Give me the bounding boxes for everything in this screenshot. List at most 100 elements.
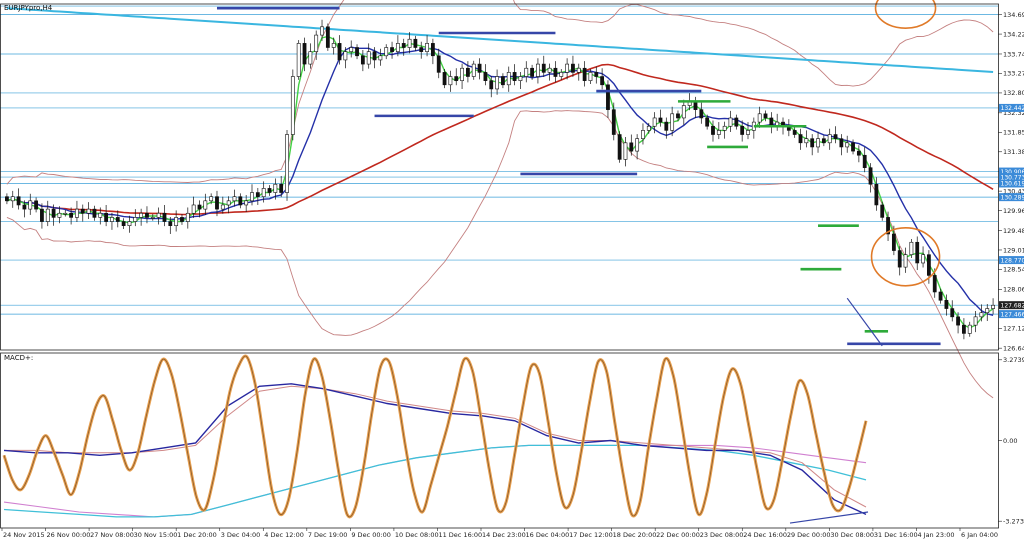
candle-body-54[interactable] (320, 26, 324, 36)
candle-body-15[interactable] (92, 208, 97, 218)
candle-body-42[interactable] (250, 192, 254, 202)
candle-body-12[interactable] (75, 208, 79, 218)
candle-body-80[interactable] (471, 63, 476, 77)
candle-body-71[interactable] (419, 47, 424, 52)
candle-body-87[interactable] (512, 72, 517, 81)
candle-body-51[interactable] (302, 43, 307, 65)
candle-body-139[interactable] (816, 138, 820, 148)
candle-body-112[interactable] (658, 117, 663, 123)
candle-body-14[interactable] (86, 208, 91, 214)
candle-body-66[interactable] (390, 47, 394, 52)
candle-body-113[interactable] (664, 121, 669, 131)
candle-body-130[interactable] (763, 113, 768, 119)
candle-body-40[interactable] (238, 196, 243, 206)
candle-body-153[interactable] (897, 250, 902, 268)
candle-body-107[interactable] (629, 142, 634, 152)
candle-body-34[interactable] (203, 200, 208, 210)
candle-body-167[interactable] (979, 312, 984, 318)
candle-body-19[interactable] (115, 217, 120, 222)
candle-body-96[interactable] (565, 63, 570, 73)
candle-body-18[interactable] (110, 217, 114, 222)
candle-body-2[interactable] (16, 196, 21, 206)
candle-body-92[interactable] (541, 63, 546, 73)
candle-body-8[interactable] (51, 208, 56, 218)
price-pane[interactable] (0, 0, 998, 399)
candle-body-16[interactable] (98, 212, 103, 218)
candle-body-47[interactable] (279, 183, 284, 193)
candle-body-146[interactable] (856, 150, 861, 156)
candle-body-46[interactable] (273, 183, 278, 193)
candle-body-4[interactable] (28, 200, 33, 210)
candle-body-37[interactable] (220, 204, 225, 210)
candle-body-145[interactable] (851, 142, 855, 152)
candle-body-166[interactable] (973, 316, 978, 326)
candle-body-89[interactable] (524, 67, 529, 77)
candle-body-84[interactable] (495, 76, 499, 90)
candle-body-81[interactable] (477, 63, 482, 73)
candle-body-74[interactable] (436, 55, 441, 73)
candle-body-75[interactable] (442, 72, 447, 86)
candle-body-17[interactable] (104, 212, 109, 222)
candle-body-45[interactable] (267, 188, 272, 193)
candle-body-157[interactable] (921, 254, 925, 264)
candle-body-62[interactable] (366, 51, 371, 65)
candle-body-140[interactable] (821, 138, 826, 144)
candle-body-56[interactable] (331, 43, 336, 48)
candle-body-152[interactable] (891, 233, 896, 251)
candle-body-85[interactable] (501, 76, 505, 86)
candle-body-64[interactable] (378, 55, 383, 61)
candle-body-49[interactable] (290, 76, 295, 135)
candle-body-35[interactable] (209, 196, 214, 202)
candle-body-104[interactable] (611, 109, 616, 135)
candle-body-30[interactable] (180, 217, 184, 222)
candle-body-55[interactable] (325, 26, 330, 48)
candle-body-25[interactable] (150, 217, 155, 219)
candle-body-154[interactable] (903, 254, 908, 268)
candle-body-52[interactable] (308, 51, 313, 65)
candle-body-151[interactable] (886, 217, 890, 235)
candle-body-162[interactable] (950, 308, 955, 318)
candle-body-38[interactable] (226, 200, 231, 206)
candle-body-129[interactable] (757, 113, 762, 123)
candle-body-7[interactable] (45, 208, 50, 222)
candle-body-44[interactable] (261, 188, 266, 197)
candle-body-111[interactable] (652, 117, 657, 127)
candle-body-59[interactable] (349, 47, 354, 52)
candle-body-50[interactable] (296, 43, 301, 77)
candle-body-108[interactable] (635, 138, 640, 152)
candle-body-161[interactable] (944, 299, 949, 309)
candle-body-72[interactable] (425, 43, 429, 52)
candle-body-163[interactable] (956, 316, 960, 326)
candle-body-76[interactable] (448, 76, 453, 86)
candle-body-24[interactable] (145, 212, 149, 218)
candle-body-78[interactable] (460, 67, 464, 81)
candle-body-103[interactable] (606, 84, 610, 110)
candle-body-10[interactable] (63, 212, 68, 215)
candle-body-121[interactable] (711, 125, 715, 135)
candle-body-23[interactable] (139, 212, 144, 218)
candle-body-125[interactable] (734, 117, 739, 127)
candle-body-126[interactable] (740, 125, 745, 135)
candle-body-88[interactable] (518, 76, 523, 81)
candle-body-123[interactable] (722, 125, 727, 131)
candle-body-102[interactable] (600, 76, 605, 86)
candle-body-48[interactable] (285, 134, 289, 193)
candle-body-13[interactable] (80, 208, 85, 214)
candle-body-3[interactable] (22, 204, 27, 210)
candle-body-73[interactable] (430, 43, 435, 57)
candle-body-156[interactable] (915, 241, 920, 264)
candle-body-122[interactable] (716, 130, 721, 135)
candle-body-20[interactable] (121, 221, 126, 226)
candle-body-67[interactable] (395, 43, 400, 52)
candle-body-155[interactable] (909, 241, 914, 255)
candle-body-147[interactable] (862, 154, 867, 168)
candle-body-168[interactable] (985, 308, 990, 314)
candle-body-6[interactable] (40, 208, 44, 222)
candle-body-109[interactable] (641, 130, 645, 139)
candle-body-115[interactable] (676, 113, 680, 119)
candle-body-94[interactable] (553, 67, 558, 77)
candle-body-136[interactable] (798, 134, 803, 144)
candle-body-41[interactable] (244, 200, 249, 206)
candle-body-164[interactable] (962, 324, 966, 334)
candle-body-22[interactable] (133, 217, 138, 222)
